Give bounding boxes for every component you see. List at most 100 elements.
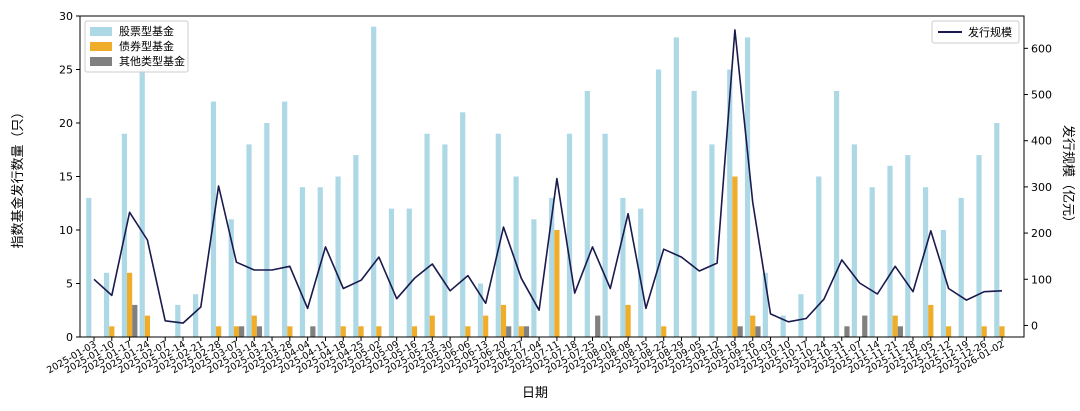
bar-bond <box>892 315 898 337</box>
bar-stock <box>905 155 911 337</box>
right-tick-label: 600 <box>1031 42 1052 55</box>
bar-stock <box>922 187 929 337</box>
legend-swatch-stock <box>90 27 112 36</box>
bar-bond <box>216 326 222 337</box>
bar-bond <box>928 304 934 337</box>
bar-stock <box>709 144 715 337</box>
bar-stock <box>958 197 964 337</box>
legend-label-bond: 债券型基金 <box>119 39 174 53</box>
bar-bond <box>376 326 382 337</box>
bar-stock <box>620 197 626 337</box>
bar-stock <box>994 123 1000 337</box>
bar-stock <box>869 187 875 337</box>
right-axis: 0 100 200 300 400 500 600 <box>1024 42 1052 332</box>
bar-stock <box>584 90 590 338</box>
bar-bond <box>340 326 346 337</box>
bar-bond <box>251 315 257 337</box>
right-tick-label: 300 <box>1031 181 1052 194</box>
bar-stock <box>139 69 145 337</box>
bar-stock <box>780 315 786 337</box>
legend-swatch-bond <box>90 42 112 51</box>
left-tick-label: 20 <box>59 117 73 130</box>
bar-stock <box>246 144 252 337</box>
bar-stock <box>549 197 555 337</box>
bar-stock <box>104 272 110 337</box>
bar-bond <box>945 326 952 337</box>
bar-other <box>755 326 761 337</box>
bar-bond <box>750 315 756 337</box>
left-axis: 0 5 10 15 20 25 30 <box>59 10 80 344</box>
bar-other <box>897 326 903 337</box>
bar-legend: 股票型基金 债券型基金 其他类型基金 <box>84 20 189 73</box>
bar-bond <box>358 326 364 337</box>
bar-bond <box>500 304 507 337</box>
legend-label-stock: 股票型基金 <box>119 24 174 38</box>
bar-other <box>310 326 316 337</box>
bar-bond <box>465 326 471 337</box>
bar-bond <box>287 326 293 337</box>
bar-stock <box>833 90 840 338</box>
bar-stock <box>371 26 377 337</box>
right-tick-label: 100 <box>1031 273 1052 286</box>
bar-stock <box>638 208 644 337</box>
scale-line <box>93 29 1003 324</box>
bar-bond <box>981 326 987 337</box>
right-tick-label: 400 <box>1031 135 1052 148</box>
bar-other <box>132 304 138 337</box>
left-axis-label: 指数基金发行数量（只） <box>10 105 26 248</box>
bar-bond <box>999 326 1005 337</box>
bar-stock <box>566 133 573 337</box>
bar-stock <box>940 230 946 337</box>
line-legend-box <box>931 20 1020 44</box>
bar-stock <box>673 37 679 338</box>
bar-stock <box>335 176 341 337</box>
bar-stock <box>86 197 92 337</box>
bar-stock <box>691 90 697 338</box>
legend-swatch-other <box>90 57 112 66</box>
right-tick-label: 500 <box>1031 89 1052 102</box>
bar-stock <box>727 69 733 337</box>
bar-other <box>595 315 601 337</box>
left-tick-label: 30 <box>59 10 73 23</box>
bar-bond <box>109 326 115 337</box>
bar-other <box>256 326 263 337</box>
bar-other <box>844 326 850 337</box>
bar-stock <box>744 37 751 338</box>
left-tick-label: 5 <box>66 278 73 291</box>
legend-label-other: 其他类型基金 <box>119 54 185 68</box>
bar-stock <box>193 294 199 337</box>
legend-label-scale: 发行规模 <box>968 25 1012 39</box>
bar-stock <box>228 219 234 337</box>
bar-stock <box>353 155 359 337</box>
bar-bond <box>732 176 738 337</box>
bar-stock <box>442 144 448 337</box>
left-tick-label: 25 <box>59 64 73 77</box>
bar-stock <box>495 133 501 337</box>
bar-other <box>737 326 743 337</box>
left-tick-label: 0 <box>66 331 73 344</box>
bar-stock <box>406 208 412 337</box>
bar-stock <box>602 133 608 337</box>
bar-other <box>523 326 530 337</box>
bar-stock <box>175 304 181 337</box>
bar-bond <box>625 304 631 337</box>
bar-bond <box>661 326 667 337</box>
bar-bond <box>429 315 435 337</box>
bar-stock <box>976 155 982 337</box>
line-layer <box>93 29 1003 324</box>
bar-bond <box>483 315 489 337</box>
bar-stock <box>264 123 270 337</box>
bar-bond <box>411 326 418 337</box>
bar-bond <box>518 326 524 337</box>
bar-bond <box>233 326 240 337</box>
bar-bond <box>554 230 560 337</box>
left-tick-label: 10 <box>59 224 73 237</box>
bar-stock <box>282 101 288 337</box>
bar-stock <box>513 176 519 337</box>
bar-other <box>506 326 512 337</box>
x-axis-label: 日期 <box>522 386 548 401</box>
bars-layer <box>86 26 1005 338</box>
bar-stock <box>424 133 430 337</box>
